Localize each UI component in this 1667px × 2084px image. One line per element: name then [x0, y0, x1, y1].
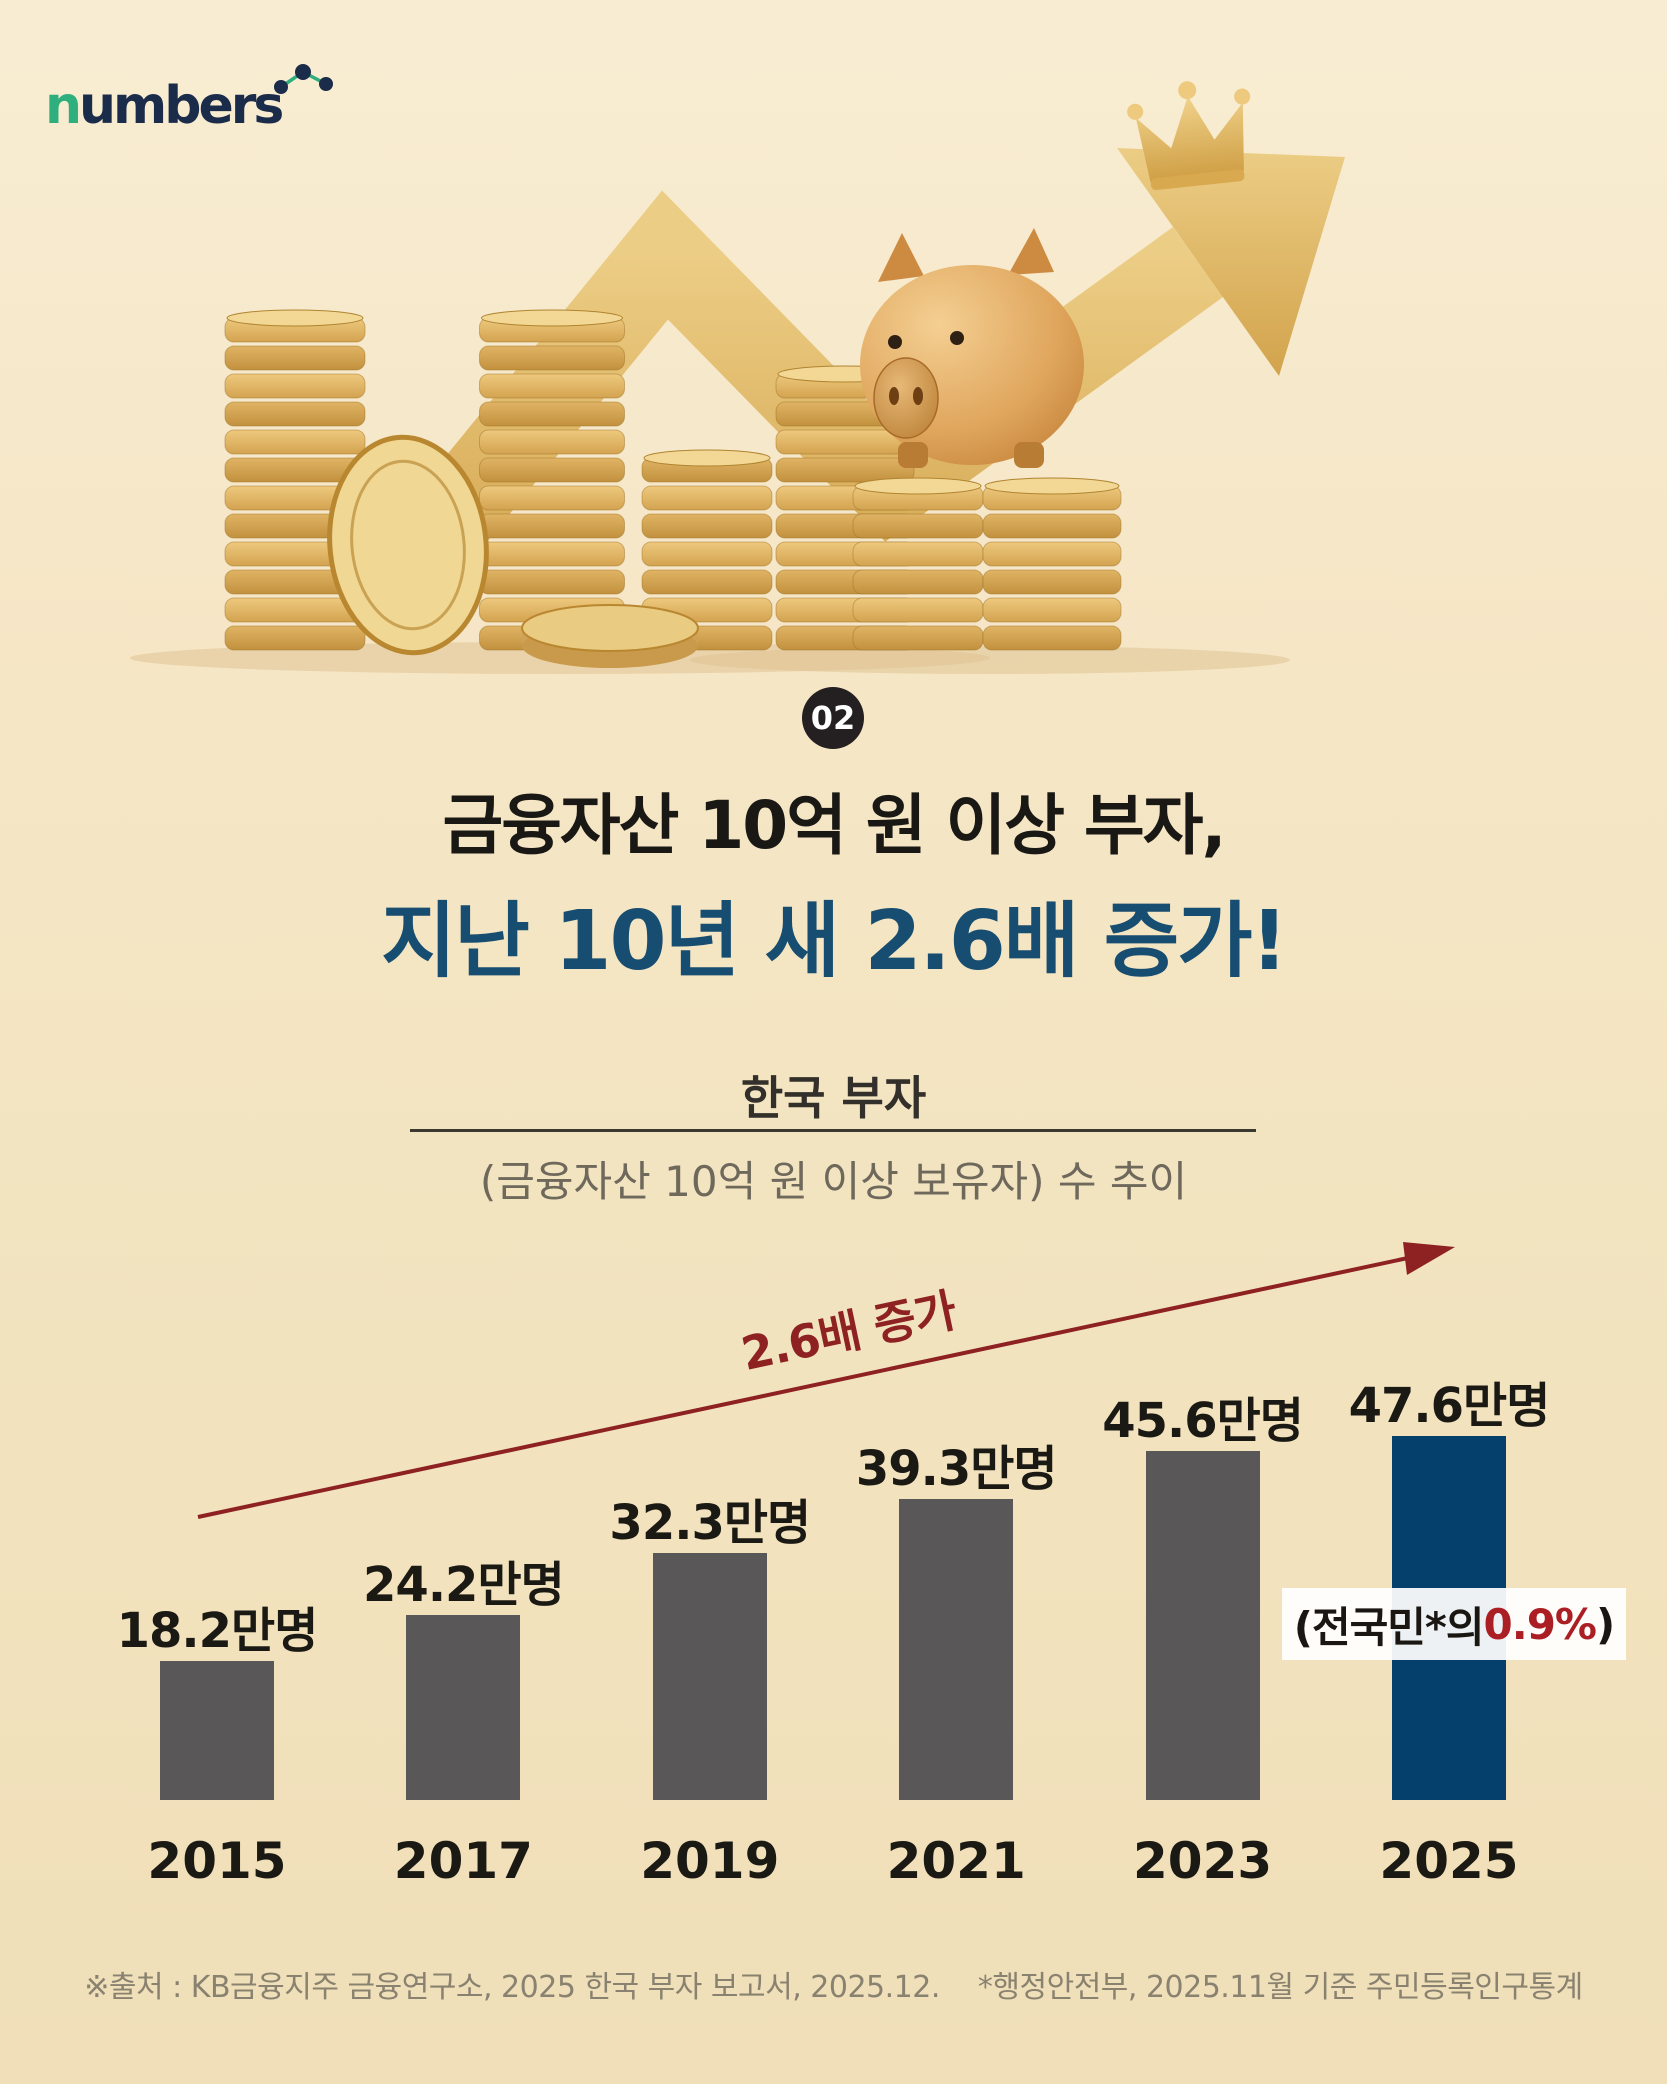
- piggy-bank-icon: [860, 228, 1084, 468]
- section-number-badge: 02: [802, 687, 864, 749]
- bar-2015: [160, 1661, 274, 1800]
- callout-prefix: (전국민*의: [1293, 1602, 1485, 1652]
- logo-text-rest: umbers: [79, 76, 284, 136]
- bar-value-label: 24.2만명: [363, 1557, 565, 1613]
- gold-coin-flat: [521, 604, 699, 668]
- x-axis-year-label: 2019: [640, 1832, 780, 1890]
- gold-crown-icon: [1127, 81, 1251, 191]
- chart-subtitle: (금융자산 10억 원 이상 보유자) 수 추이: [479, 1157, 1188, 1206]
- x-axis-year-label: 2023: [1133, 1832, 1273, 1890]
- x-axis-year-label: 2025: [1379, 1832, 1519, 1890]
- logo-sparkline-icon: [274, 64, 333, 94]
- chart-title: 한국 부자: [740, 1071, 927, 1125]
- bar-value-label: 45.6만명: [1102, 1393, 1304, 1449]
- numbers-logo: numbers: [45, 80, 284, 132]
- bar-2019: [652, 1553, 767, 1800]
- source-note: ※출처 : KB금융지주 금융연구소, 2025 한국 부자 보고서, 2025…: [0, 1962, 1667, 2006]
- bar-2017: [406, 1615, 521, 1800]
- bar-value-label: 18.2만명: [116, 1603, 319, 1659]
- gold-coin: [327, 434, 489, 656]
- bar-value-label: 32.3만명: [609, 1495, 811, 1551]
- bar-value-label: 39.3만명: [855, 1441, 1058, 1497]
- headline-line2: 지난 10년 새 2.6배 증가!: [380, 894, 1288, 989]
- population-share-callout: (전국민*의 0.9%): [1282, 1588, 1626, 1660]
- x-axis-year-label: 2017: [393, 1832, 533, 1890]
- bar-value-label: 47.6만명: [1348, 1378, 1551, 1434]
- source-part1: ※출처 : KB금융지주 금융연구소, 2025 한국 부자 보고서, 2025…: [84, 1970, 940, 2005]
- callout-percentage: 0.9%: [1483, 1599, 1597, 1649]
- x-axis-year-label: 2015: [147, 1832, 287, 1890]
- bar-2021: [899, 1499, 1014, 1800]
- callout-suffix: ): [1596, 1599, 1615, 1649]
- x-axis-year-label: 2021: [886, 1832, 1026, 1890]
- gold-hero-illustration: [130, 81, 1345, 674]
- headline-line1: 금융자산 10억 원 이상 부자,: [442, 787, 1226, 864]
- bar-2023: [1145, 1451, 1260, 1800]
- source-part2: *행정안전부, 2025.11월 기준 주민등록인구통계: [977, 1970, 1583, 2005]
- logo-letter-n: n: [45, 76, 82, 136]
- divider-line: [410, 1129, 1256, 1132]
